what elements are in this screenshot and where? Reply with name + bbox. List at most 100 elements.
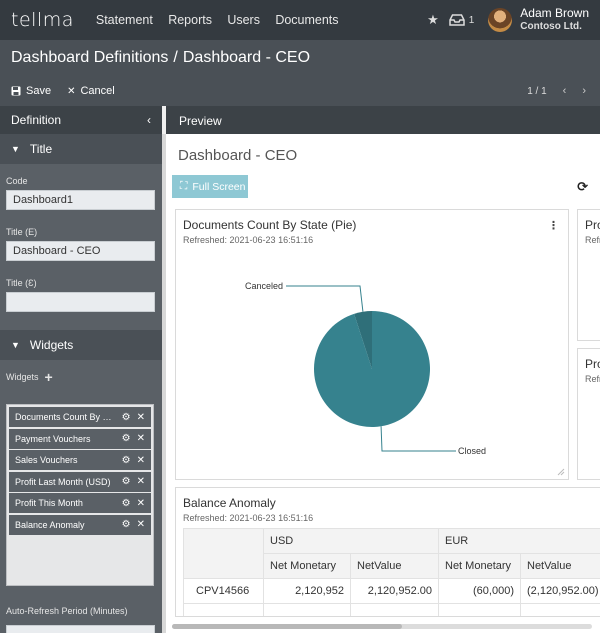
title-e-label: Title (E) [6,227,38,237]
definition-header: Definition ‹ [0,106,162,134]
inbox-count-badge: 1 [468,14,475,26]
nav-documents[interactable]: Documents [275,13,339,27]
close-icon[interactable]: ✕ [136,476,145,487]
widget-item-label: Profit This Month [15,498,83,508]
collapse-panel-icon[interactable]: ‹ [147,113,151,127]
column-header: NetValue [520,553,600,579]
add-widget-icon[interactable]: + [44,369,53,385]
row-label: CPV14566 [183,578,264,604]
preview-horizontal-scrollbar[interactable] [172,624,592,629]
inbox-icon[interactable] [448,14,465,26]
gear-icon[interactable]: ⚙ [121,476,131,487]
pager: 1 / 1 ‹ › [527,85,586,97]
gear-icon[interactable]: ⚙ [121,411,131,423]
table-cell [183,603,264,616]
currency-header: USD [263,528,439,554]
gear-icon[interactable]: ⚙ [121,433,131,444]
table-cell: (60,000) [438,578,521,604]
widgets-label: Widgets [6,372,39,382]
currency-header: EUR [438,528,600,554]
pager-text: 1 / 1 [527,85,547,97]
pie-slice-canceled[interactable] [354,311,372,369]
widget-item-label: Documents Count By State (Pie) [15,412,117,422]
nav-statement[interactable]: Statement [95,13,153,27]
full-screen-button[interactable]: ⛶ Full Screen [172,175,248,198]
profit-this-month-card: Pro Refr [577,348,600,480]
code-field[interactable]: Dashboard1 [6,190,155,210]
column-header: Net Monetary [438,553,521,579]
close-icon[interactable]: ✕ [136,497,145,509]
scrollbar-thumb[interactable] [172,624,402,629]
table-corner-cell [183,528,264,579]
table-cell: (2,120,952.00) [520,578,600,604]
toolbar: Save ✕ Cancel [11,85,131,97]
definition-panel: Definition ‹ ▼ Title Code Dashboard1 Tit… [0,106,162,633]
side-card-title: Pro [585,218,600,232]
save-button[interactable]: Save [11,85,51,97]
table-cell: 2,120,952.00 [350,578,439,604]
chevron-down-icon: ▼ [11,340,20,350]
auto-refresh-field[interactable] [6,625,155,633]
cancel-button[interactable]: ✕ Cancel [67,85,115,97]
title-bar: Dashboard Definitions / Dashboard - CEO Sa… [0,40,600,106]
close-icon[interactable]: ✕ [136,411,145,423]
close-icon[interactable]: ✕ [136,519,145,530]
gear-icon[interactable]: ⚙ [121,519,131,530]
close-icon[interactable]: ✕ [136,433,145,444]
table-row[interactable]: CPV14566 2,120,952 2,120,952.00 (60,000)… [183,578,600,604]
column-header: Net Monetary [263,553,351,579]
pie-card-refreshed: Refreshed: 2021-06-23 16:51:16 [183,235,314,245]
balance-card-refreshed: Refreshed: 2021-06-23 16:51:16 [183,513,314,523]
user-menu[interactable]: Adam Brown Contoso Ltd. [520,7,589,33]
widget-item-label: Payment Vouchers [15,433,91,444]
chevron-left-icon[interactable]: ‹ [562,85,567,97]
resize-handle-icon[interactable] [557,468,565,476]
column-header: NetValue [350,553,439,579]
balance-card-title: Balance Anomaly [183,496,276,510]
widget-item[interactable]: Payment Vouchers ⚙ ✕ [9,428,151,449]
nav-reports[interactable]: Reports [168,13,212,27]
title-section-header[interactable]: ▼ Title [0,134,162,164]
widgets-section-header[interactable]: ▼ Widgets [0,330,162,360]
top-navbar: tellma Statement Reports Users Documents… [0,0,600,40]
widget-item[interactable]: Documents Count By State (Pie) ⚙ ✕ [9,407,151,427]
gear-icon[interactable]: ⚙ [121,497,131,509]
widget-item[interactable]: Profit This Month ⚙ ✕ [9,493,151,513]
pie-chart-card: Documents Count By State (Pie) Refreshed… [175,209,569,480]
dashboard-title: Dashboard - CEO [178,147,298,164]
title-section-label: Title [29,142,53,156]
save-icon [11,86,21,96]
chevron-right-icon[interactable]: › [582,85,586,97]
close-icon[interactable]: ✕ [136,454,145,466]
close-icon: ✕ [67,85,76,97]
title-e-field[interactable]: Dashboard - CEO [6,241,155,261]
widget-item-label: Sales Vouchers [15,455,78,465]
nav-users[interactable]: Users [227,13,260,27]
full-screen-label: Full Screen [192,180,246,193]
title-z-field[interactable] [6,292,155,312]
breadcrumb: Dashboard Definitions / Dashboard - CEO [11,49,310,67]
more-options-icon[interactable]: ⋮ [548,220,559,232]
pie-slice-closed[interactable] [314,311,430,427]
topbar-right: ★ 1 Adam Brown Contoso Ltd. [427,0,600,40]
table-cell [438,603,521,616]
gear-icon[interactable]: ⚙ [121,454,131,466]
widgets-section-label: Widgets [29,338,74,352]
left-panel-scrollbar[interactable] [162,134,166,633]
breadcrumb-parent[interactable]: Dashboard Definitions [11,49,169,66]
cancel-label: Cancel [80,85,115,97]
star-icon[interactable]: ★ [427,12,439,27]
widget-item[interactable]: Balance Anomaly ⚙ ✕ [9,514,151,535]
auto-refresh-label: Auto-Refresh Period (Minutes) [6,606,128,616]
pie-label-canceled: Canceled [245,281,283,291]
refresh-icon[interactable]: ⟳ [577,179,588,194]
user-name: Adam Brown [520,6,589,20]
side-card-title: Pro [585,357,600,371]
widget-item[interactable]: Sales Vouchers ⚙ ✕ [9,450,151,470]
widget-item[interactable]: Profit Last Month (USD) ⚙ ✕ [9,471,151,492]
widget-item-label: Profit Last Month (USD) [15,476,111,487]
preview-panel: Preview Dashboard - CEO ⛶ Full Screen ⟳ … [166,106,600,633]
avatar[interactable] [488,8,513,32]
pie-label-closed: Closed [458,446,486,456]
app-logo[interactable]: tellma [11,9,74,31]
